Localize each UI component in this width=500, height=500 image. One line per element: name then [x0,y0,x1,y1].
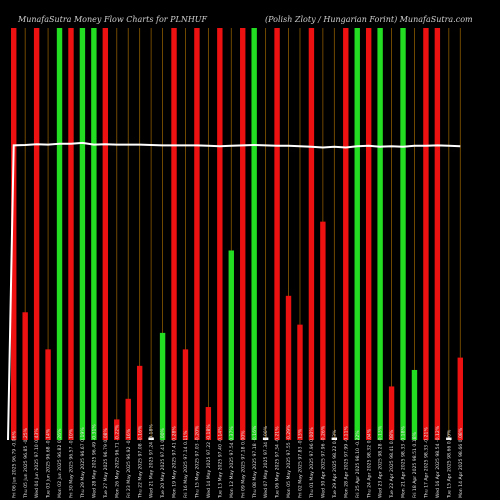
x-tick-label: Fri 06 Jun 2025 96.79 -0.06% [11,430,17,498]
bar-down [217,28,223,440]
bar-up [411,369,418,440]
x-tick-label: Fri 09 May 2025 97.18 0.00% [240,430,246,498]
x-tick-label: Tue 20 May 2025 97.41 0.00% [160,427,166,499]
x-tick-label: Wed 16 Apr 2025 98.54 -0.12% [435,425,441,498]
bar-down [11,28,17,440]
bars [11,28,463,440]
average-line [7,141,461,441]
bar-down [434,28,441,440]
x-tick-labels: Fri 06 Jun 2025 96.79 -0.06% Thu 05 Jun 2… [11,424,464,499]
x-tick-label: Fri 02 May 2025 97.83 -0.13% [298,428,304,498]
x-tick-label: Mon 19 May 2025 97.41 0.28% [172,426,178,498]
x-tick-label: Mon 12 May 2025 97.54 0.37% [229,426,235,498]
bar-neutral [148,437,154,440]
bar-down [136,365,143,440]
x-tick-label: Wed 04 Jun 2025 97.10 0.43% [34,428,40,498]
x-tick-label: Fri 30 May 2025 96.57 -0.10% [69,428,75,498]
x-tick-label: Wed 14 May 2025 97.22 -0.18% [206,424,212,498]
x-tick-label: Fri 16 May 2025 97.14 0.11% [183,430,189,498]
x-tick-label: Wed 23 Apr 2025 98.28 -0.13% [378,425,384,498]
bar-neutral [331,437,338,440]
x-tick-label: Tue 13 May 2025 97.40 -0.14% [217,426,223,499]
x-tick-label: Wed 21 May 2025 97.24 -0.18% [149,424,155,498]
x-tick-label: Tue 27 May 2025 96.79 0.08% [103,427,109,499]
bar-down [125,398,131,440]
x-tick-label: Tue 22 Apr 2025 98.41 0.08% [389,429,395,499]
bar-down [423,28,429,440]
x-tick-label: Tue 03 Jun 2025 96.68 -0.14% [46,428,52,499]
bar-down [22,312,28,440]
x-tick-label: Mon 02 Jun 2025 96.82 0.26% [57,428,63,498]
chart-title-left: MunafaSutra Money Flow Charts for PLNHUF [17,15,208,24]
x-tick-label: Thu 08 May 2025 97.18 -0.16% [252,425,258,499]
x-tick-label: Mon 28 Apr 2025 97.99 -0.11% [343,425,349,498]
bar-up [79,28,86,440]
bar-down [320,221,326,440]
bar-up [56,28,63,440]
bar-down [205,407,212,440]
bar-up [354,28,360,440]
bar-down [114,419,120,440]
x-tick-label: Wed 30 Apr 2025 97.96 -0.26% [320,425,326,498]
bar-down [274,28,280,440]
bar-up [400,28,406,440]
bar-neutral [262,437,269,440]
x-tick-label: Thu 01 May 2025 97.96 0.00% [309,427,315,499]
bar-down [68,28,74,440]
bar-up [159,332,166,440]
bar-down [457,357,463,440]
x-tick-label: Thu 05 Jun 2025 96.85 -0.25% [23,427,29,499]
x-tick-label: Tue 29 Apr 2025 98.22 0.23% [332,429,338,499]
chart-title-right: (Polish Zloty / Hungarian Forint) Munafa… [265,15,473,24]
bar-down [171,28,177,440]
bar-down [343,28,349,440]
bar-up [91,28,97,440]
x-tick-label: Fri 18 Apr 2025 98.51 0.18% [412,431,418,498]
x-tick-label: Thu 24 Apr 2025 98.32 0.04% [366,428,372,499]
bar-down [388,386,395,440]
bar-down [297,324,303,440]
bar-up [251,28,257,440]
x-tick-label: Mon 21 Apr 2025 98.33 -0.18% [401,425,407,498]
x-tick-label: Thu 29 May 2025 96.67 0.19% [80,427,86,499]
bar-down [102,28,109,440]
bar-down [45,349,51,440]
x-tick-label: Mon 14 Apr 2025 98.66 0.08% [458,427,464,498]
x-tick-label: Mon 05 May 2025 97.55 -0.29% [286,424,292,498]
x-tick-label: Tue 15 Apr 2025 98.66 0.00% [446,429,452,499]
bar-up [377,28,383,440]
x-tick-label: Wed 07 May 2025 97.34 0.00% [263,425,269,498]
x-tick-label: Wed 28 May 2025 96.49 -0.31% [91,424,97,498]
bar-down [182,349,189,440]
bar-neutral [446,437,452,440]
x-tick-label: Fri 25 Apr 2025 98.10 -0.22% [355,430,361,498]
x-tick-label: Thu 17 Apr 2025 98.33 -0.21% [424,427,430,499]
x-tick-label: Thu 22 May 2025 97.08 -0.16% [137,425,143,499]
x-tick-label: Tue 06 May 2025 97.34 -0.21% [275,426,281,499]
x-tick-label: Mon 26 May 2025 96.71 -0.22% [114,424,120,498]
bar-down [240,28,246,440]
x-tick-label: Thu 15 May 2025 97.03 -0.20% [195,425,201,499]
x-tick-label: Fri 23 May 2025 96.92 -0.16% [126,428,132,498]
bar-down [308,28,315,440]
bar-down [33,28,40,440]
bar-down [194,28,200,440]
bar-down [365,28,372,440]
bar-down [285,295,292,440]
bar-up [228,250,234,440]
